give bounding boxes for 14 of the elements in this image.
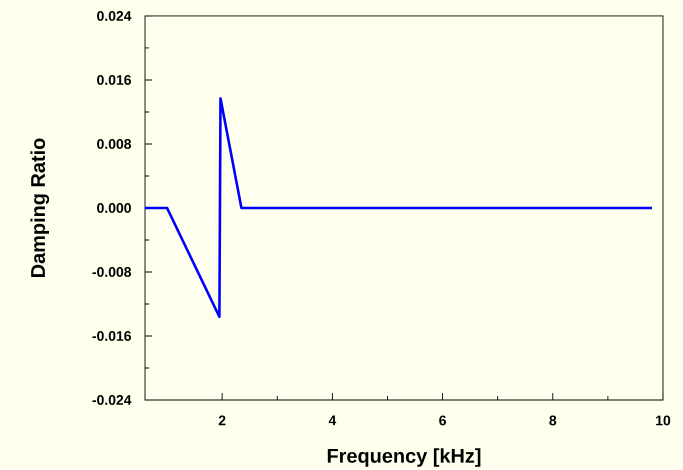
y-tick-label: 0.016 — [97, 74, 131, 85]
x-tick-label: 4 — [328, 415, 336, 426]
x-tick-label: 2 — [218, 415, 226, 426]
x-tick-label: 6 — [439, 415, 446, 426]
x-tick-label: 10 — [656, 415, 670, 426]
y-tick-label: -0.008 — [92, 266, 132, 277]
x-tick-label: 8 — [549, 415, 556, 426]
y-tick-label: -0.024 — [92, 394, 132, 405]
y-tick-label: -0.016 — [92, 330, 131, 341]
y-tick-label: 0.000 — [97, 202, 131, 213]
x-axis-title: Frequency [kHz] — [328, 448, 480, 467]
y-tick-label: 0.008 — [97, 138, 132, 149]
y-axis-title: Damping Ratio — [30, 138, 50, 277]
y-tick-label: 0.024 — [97, 10, 132, 21]
